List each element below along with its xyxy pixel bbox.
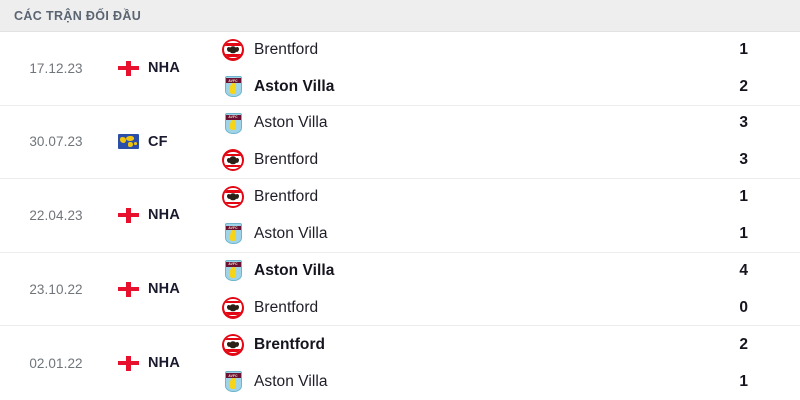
aston-villa-crest-icon: AVFC: [222, 260, 244, 282]
score-away: 3: [739, 151, 748, 169]
team-away[interactable]: AVFC Aston Villa: [222, 371, 640, 393]
match-row[interactable]: 22.04.23 NHA Brentford AVFC Aston Villa 1 1: [0, 179, 800, 253]
team-name: Aston Villa: [254, 114, 328, 132]
competition-code: CF: [148, 133, 168, 150]
brentford-crest-icon: [222, 185, 244, 208]
team-home[interactable]: Brentford: [222, 185, 640, 208]
competition-code: NHA: [148, 355, 181, 372]
teams: Brentford AVFC Aston Villa: [220, 185, 640, 245]
score-away: 0: [739, 298, 748, 316]
teams: AVFC Aston Villa Brentford: [220, 112, 640, 172]
score-away: 1: [739, 372, 748, 390]
score-home: 1: [739, 40, 748, 58]
match-date: 02.01.22: [29, 355, 83, 371]
team-away[interactable]: AVFC Aston Villa: [222, 223, 640, 245]
club-friendly-globe-icon: [118, 134, 139, 150]
competition-code: NHA: [148, 281, 181, 298]
competition-code: NHA: [148, 207, 181, 224]
page-title: CÁC TRẬN ĐỐI ĐẦU: [14, 8, 142, 23]
match-row[interactable]: 30.07.23 CF AVFC Aston Villa Brentford 3 3: [0, 105, 800, 180]
team-home[interactable]: AVFC Aston Villa: [222, 112, 640, 134]
panel-header: CÁC TRẬN ĐỐI ĐẦU: [0, 0, 800, 32]
score-home: 1: [739, 187, 748, 205]
aston-villa-crest-icon: AVFC: [222, 371, 244, 393]
score-away: 2: [739, 77, 748, 95]
competition[interactable]: NHA: [112, 355, 220, 371]
team-away[interactable]: Brentford: [222, 296, 640, 319]
team-home[interactable]: AVFC Aston Villa: [222, 260, 640, 282]
team-home[interactable]: Brentford: [222, 38, 640, 61]
match-date: 23.10.22: [29, 281, 83, 297]
competition[interactable]: NHA: [112, 207, 220, 223]
england-flag-icon: [118, 355, 139, 371]
teams: Brentford AVFC Aston Villa: [220, 38, 640, 98]
team-name: Brentford: [254, 335, 326, 353]
england-flag-icon: [118, 281, 139, 297]
score-home: 4: [739, 261, 748, 279]
england-flag-icon: [118, 60, 139, 76]
team-name: Aston Villa: [254, 372, 328, 390]
team-name: Aston Villa: [254, 261, 335, 279]
match-date: 17.12.23: [29, 60, 83, 76]
brentford-crest-icon: [222, 296, 244, 319]
england-flag-icon: [118, 207, 139, 223]
aston-villa-crest-icon: AVFC: [222, 223, 244, 245]
competition[interactable]: NHA: [112, 281, 220, 297]
team-name: Brentford: [254, 187, 319, 205]
score-home: 2: [739, 335, 748, 353]
team-name: Brentford: [254, 40, 319, 58]
match-date: 22.04.23: [29, 207, 83, 223]
brentford-crest-icon: [222, 149, 244, 172]
match-row[interactable]: 23.10.22 NHA AVFC Aston Villa Brentford 4 0: [0, 252, 800, 327]
team-name: Brentford: [254, 151, 319, 169]
match-row[interactable]: 02.01.22 NHA Brentford AVFC Aston Villa 2 1: [0, 326, 800, 400]
competition-code: NHA: [148, 60, 181, 77]
aston-villa-crest-icon: AVFC: [222, 76, 244, 98]
team-away[interactable]: AVFC Aston Villa: [222, 76, 640, 98]
aston-villa-crest-icon: AVFC: [222, 112, 244, 134]
team-name: Aston Villa: [254, 224, 328, 242]
match-list: 17.12.23 NHA Brentford AVFC Aston Villa 1 2 30.…: [0, 32, 800, 400]
team-name: Aston Villa: [254, 77, 335, 95]
team-name: Brentford: [254, 298, 319, 316]
score-home: 3: [739, 114, 748, 132]
competition[interactable]: CF: [112, 134, 220, 150]
brentford-crest-icon: [222, 333, 244, 356]
match-row[interactable]: 17.12.23 NHA Brentford AVFC Aston Villa 1 2: [0, 32, 800, 106]
score-away: 1: [739, 224, 748, 242]
competition[interactable]: NHA: [112, 60, 220, 76]
team-away[interactable]: Brentford: [222, 149, 640, 172]
teams: AVFC Aston Villa Brentford: [220, 260, 640, 319]
teams: Brentford AVFC Aston Villa: [220, 333, 640, 393]
match-date: 30.07.23: [29, 134, 83, 150]
team-home[interactable]: Brentford: [222, 333, 640, 356]
brentford-crest-icon: [222, 38, 244, 61]
